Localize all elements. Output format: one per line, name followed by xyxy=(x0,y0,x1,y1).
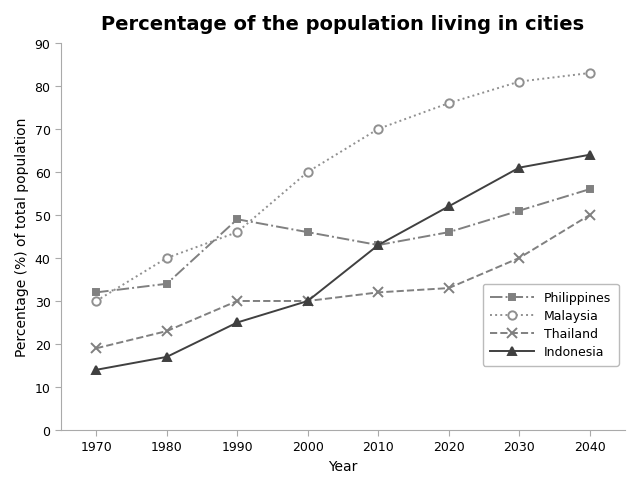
Indonesia xyxy=(304,299,312,305)
Malaysia xyxy=(304,170,312,176)
Malaysia xyxy=(445,101,452,107)
Line: Indonesia: Indonesia xyxy=(92,151,594,374)
Philippines xyxy=(445,230,452,236)
Indonesia xyxy=(586,152,593,158)
Philippines xyxy=(374,243,382,248)
Philippines xyxy=(515,208,523,214)
Indonesia xyxy=(374,243,382,248)
Thailand xyxy=(445,285,452,291)
Indonesia xyxy=(92,367,100,373)
X-axis label: Year: Year xyxy=(328,459,358,473)
Philippines xyxy=(234,217,241,223)
Thailand xyxy=(374,290,382,296)
Malaysia xyxy=(515,80,523,85)
Indonesia xyxy=(163,354,171,360)
Indonesia xyxy=(445,204,452,210)
Line: Philippines: Philippines xyxy=(93,186,593,296)
Philippines xyxy=(163,281,171,287)
Thailand xyxy=(304,299,312,305)
Malaysia xyxy=(92,299,100,305)
Title: Percentage of the population living in cities: Percentage of the population living in c… xyxy=(101,15,584,34)
Legend: Philippines, Malaysia, Thailand, Indonesia: Philippines, Malaysia, Thailand, Indones… xyxy=(483,284,619,366)
Thailand xyxy=(586,213,593,219)
Malaysia xyxy=(374,127,382,133)
Y-axis label: Percentage (%) of total population: Percentage (%) of total population xyxy=(15,118,29,356)
Thailand xyxy=(234,299,241,305)
Line: Malaysia: Malaysia xyxy=(92,70,594,305)
Philippines xyxy=(304,230,312,236)
Indonesia xyxy=(515,165,523,171)
Line: Thailand: Thailand xyxy=(92,211,595,353)
Philippines xyxy=(92,290,100,296)
Thailand xyxy=(92,346,100,351)
Thailand xyxy=(515,256,523,262)
Malaysia xyxy=(586,71,593,77)
Malaysia xyxy=(234,230,241,236)
Thailand xyxy=(163,328,171,334)
Malaysia xyxy=(163,256,171,262)
Indonesia xyxy=(234,320,241,326)
Philippines xyxy=(586,187,593,193)
